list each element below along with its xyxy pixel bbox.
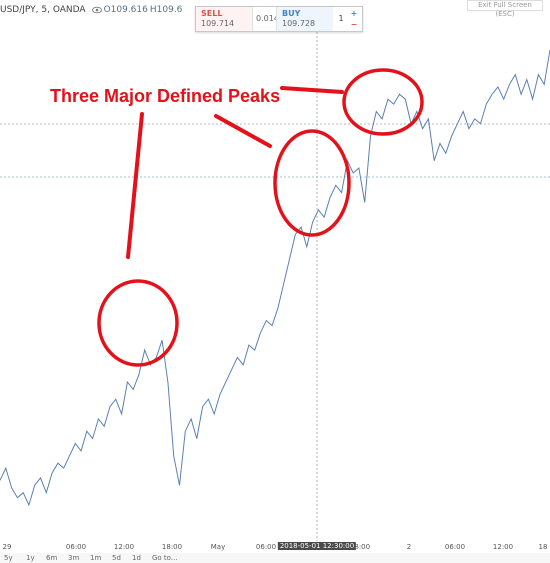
eye-icon[interactable] (91, 5, 102, 15)
range-1y-button[interactable]: 1y (26, 554, 35, 562)
range-5y-button[interactable]: 5y (4, 554, 13, 562)
sell-price: 109.714 (201, 19, 235, 28)
range-1m-button[interactable]: 1m (90, 554, 102, 562)
price-line (0, 49, 550, 507)
chart-header: USD/JPY, 5, OANDA O109.616 H109.6 (0, 0, 550, 24)
range-toolbar: 5y 1y 6m 3m 1m 5d 1d Go to... (0, 553, 550, 563)
buy-button[interactable]: BUY 109.728 (276, 7, 333, 31)
annotation-text: Three Major Defined Peaks (50, 86, 281, 106)
time-axis: 29 06:00 12:00 18:00 May 06:00 2018-05-0… (0, 541, 550, 552)
sell-button[interactable]: SELL 109.714 (196, 7, 253, 31)
time-tick: 12:00 (492, 543, 514, 551)
time-tick: 29 (2, 543, 12, 551)
symbol-label: USD/JPY, 5, OANDA (0, 5, 86, 15)
peak-circle-1 (97, 279, 179, 367)
goto-button[interactable]: Go to... (152, 554, 178, 562)
range-3m-button[interactable]: 3m (68, 554, 80, 562)
pointer-line-2 (214, 114, 272, 148)
buy-price: 109.728 (282, 19, 316, 28)
trade-widget: SELL 109.714 0.014 BUY 109.728 1 + − (195, 6, 363, 32)
time-tick: 18:00 (349, 543, 371, 551)
peak-circle-3 (342, 68, 424, 136)
spread-value: 0.014 (256, 14, 279, 23)
quantity-decrease-button[interactable]: − (350, 20, 358, 29)
time-tick: 06:00 (444, 543, 466, 551)
range-6m-button[interactable]: 6m (46, 554, 58, 562)
time-tick: 06:00 (255, 543, 277, 551)
time-tick: 2 (406, 543, 412, 551)
ohlc-open: O109.616 (103, 5, 148, 15)
quantity-increase-button[interactable]: + (350, 9, 358, 18)
time-tick: 18 (538, 543, 548, 551)
buy-label: BUY (282, 9, 301, 18)
exit-fullscreen-button[interactable]: Exit Full Screen (ESC) (467, 0, 543, 18)
range-5d-button[interactable]: 5d (112, 554, 121, 562)
ohlc-high: H109.6 (149, 5, 183, 15)
time-tick: 12:00 (113, 543, 135, 551)
peak-circle-2 (273, 129, 351, 237)
cursor-time-label: 2018-05-01 12:30:00 (277, 542, 357, 550)
time-tick: May (210, 543, 226, 551)
quantity-value[interactable]: 1 (338, 14, 344, 23)
range-1d-button[interactable]: 1d (132, 554, 141, 562)
sell-label: SELL (201, 9, 223, 18)
time-tick: 18:00 (161, 543, 183, 551)
symbol-legend: USD/JPY, 5, OANDA O109.616 H109.6 (0, 5, 182, 15)
pointer-line-1 (126, 112, 144, 259)
time-tick: 06:00 (65, 543, 87, 551)
pointer-line-3 (280, 86, 344, 94)
